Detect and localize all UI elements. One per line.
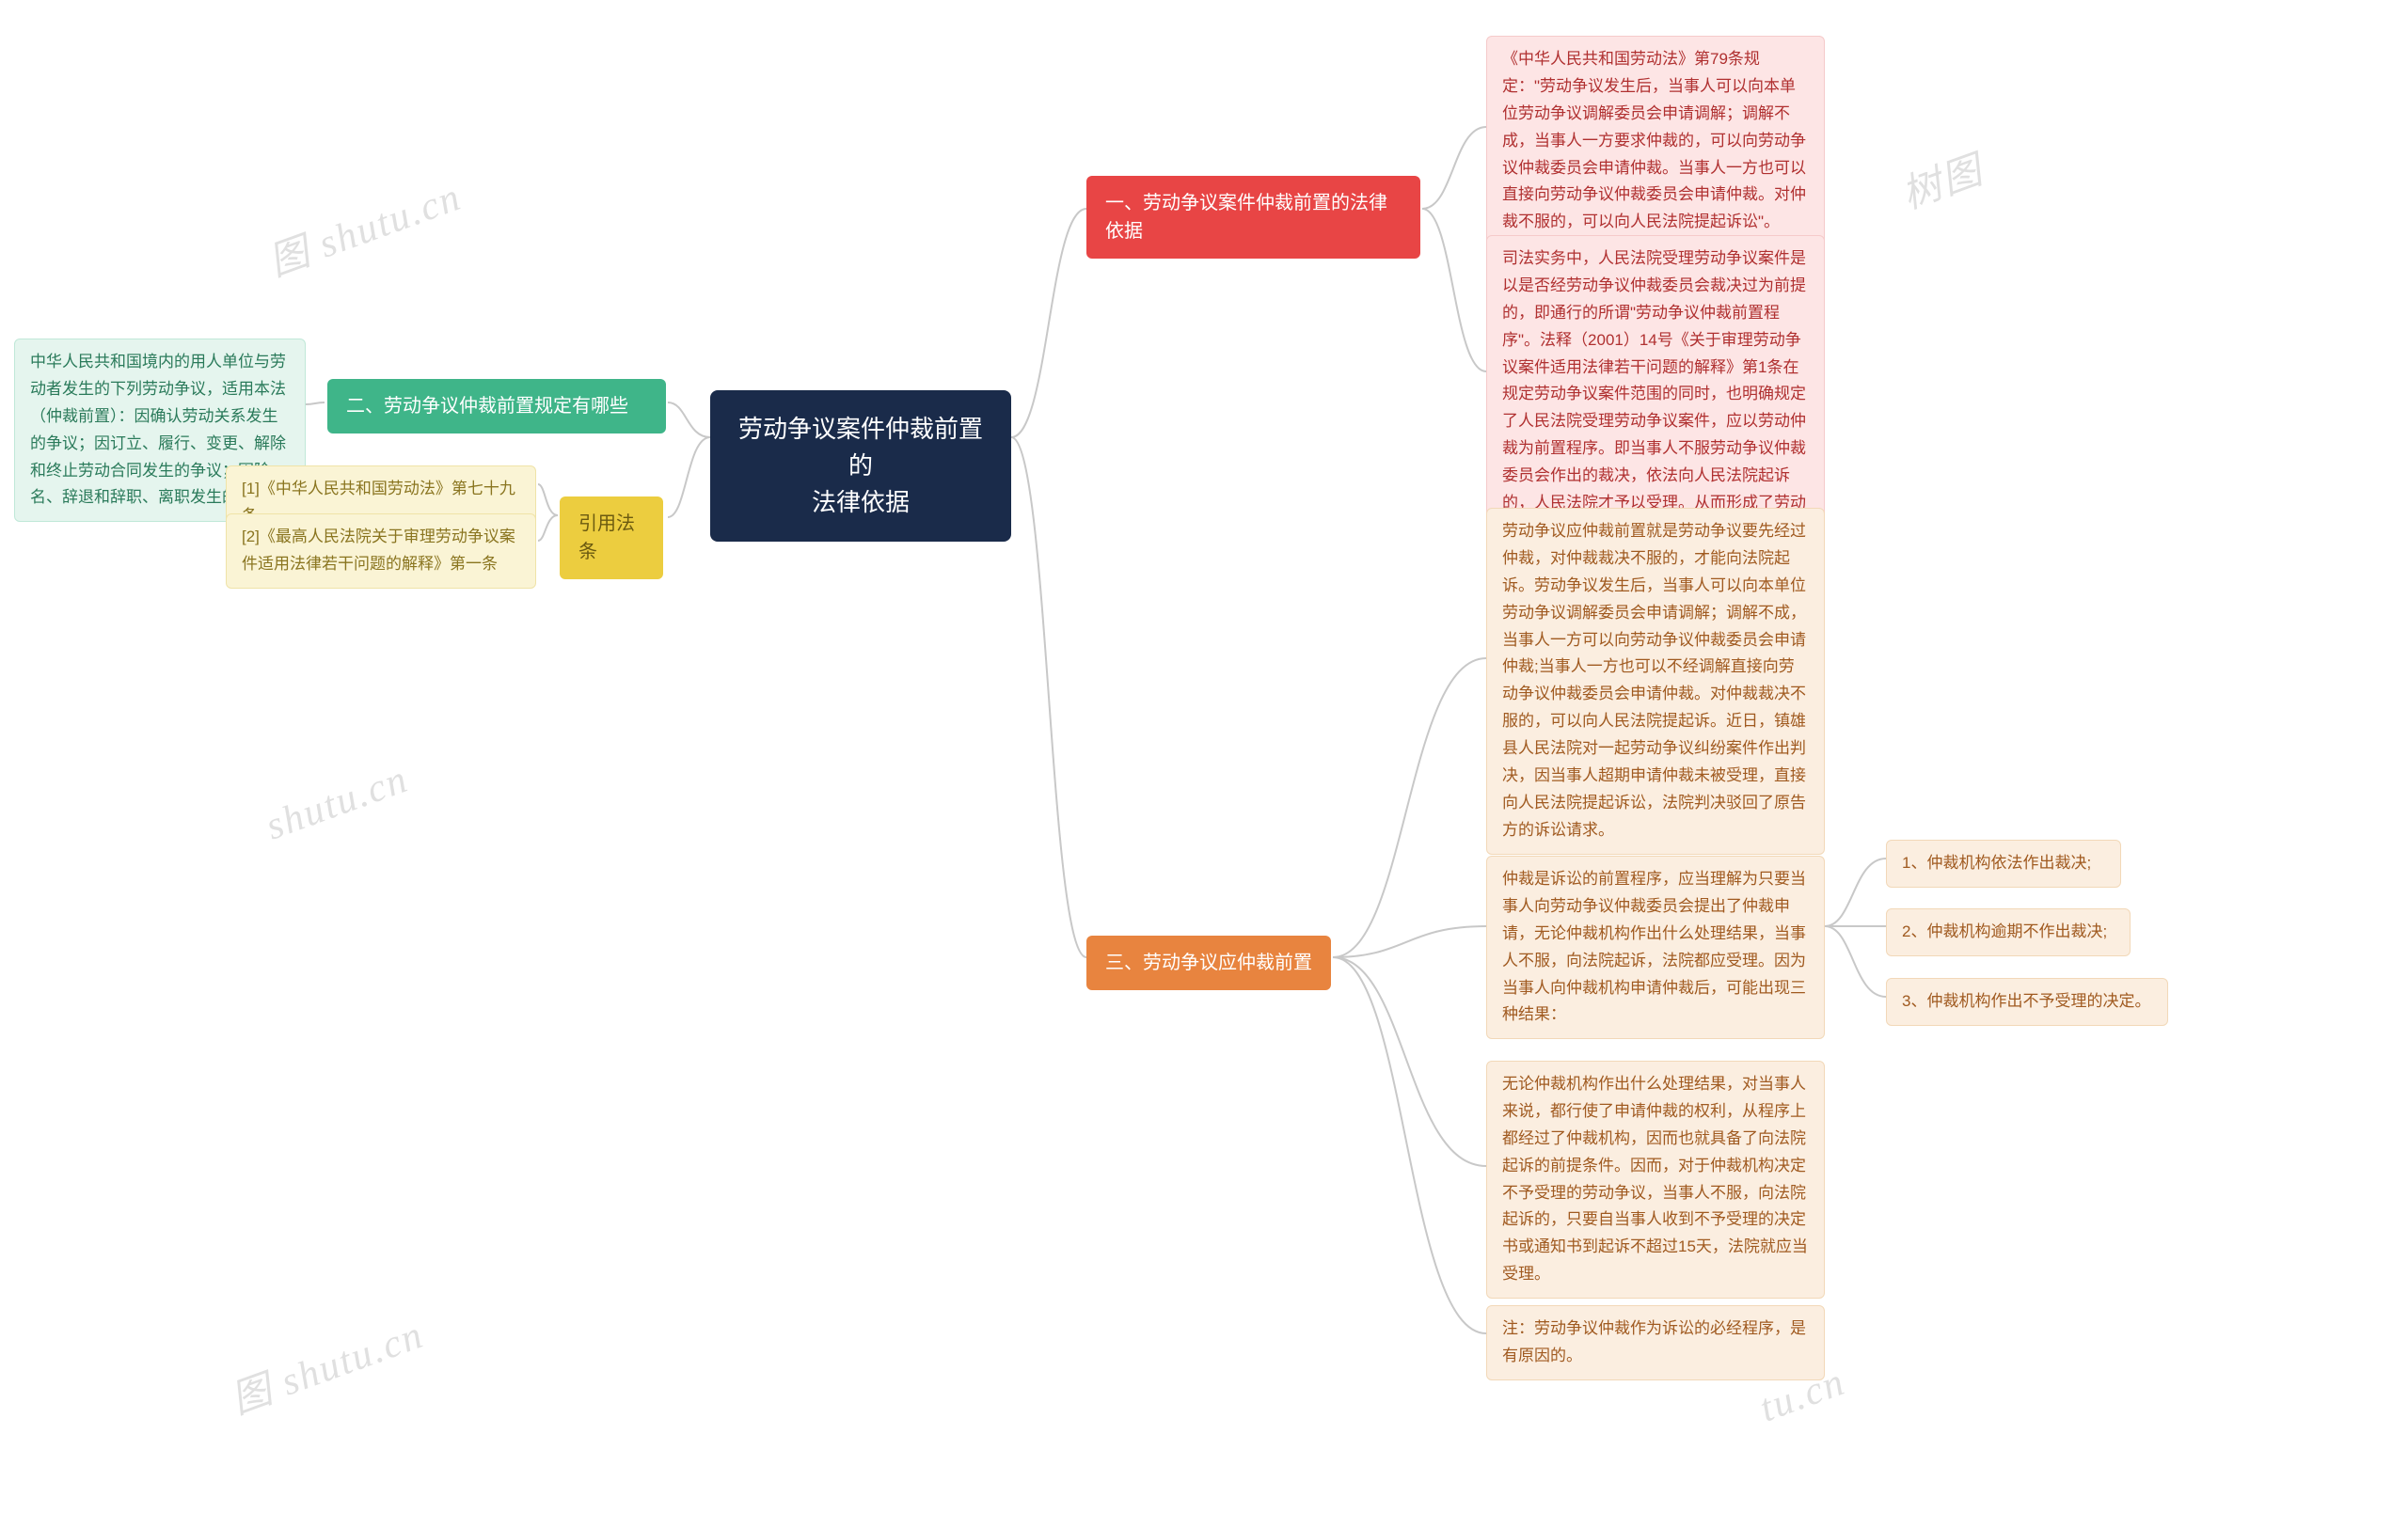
section-1-child-1: 司法实务中，人民法院受理劳动争议案件是以是否经劳动争议仲裁委员会裁决过为前提的，… [1486, 235, 1825, 555]
section-1: 一、劳动争议案件仲裁前置的法律 依据 [1086, 176, 1420, 259]
cite-child-1: [2]《最高人民法院关于审理劳动争议案件适用法律若干问题的解释》第一条 [226, 513, 536, 589]
root-line2: 法律依据 [812, 488, 910, 516]
section-1-line2: 依据 [1105, 221, 1143, 242]
section-3-child-1-sub-2: 3、仲裁机构作出不予受理的决定。 [1886, 978, 2168, 1026]
cite-section: 引用法条 [560, 496, 663, 579]
section-3-child-1-sub-0: 1、仲裁机构依法作出裁决; [1886, 840, 2121, 888]
root-node: 劳动争议案件仲裁前置的 法律依据 [710, 390, 1011, 542]
watermark: 图 shutu.cn [260, 165, 468, 287]
section-3-child-2: 无论仲裁机构作出什么处理结果，对当事人来说，都行使了申请仲裁的权利，从程序上都经… [1486, 1061, 1825, 1299]
section-3-child-1: 仲裁是诉讼的前置程序，应当理解为只要当事人向劳动争议仲裁委员会提出了仲裁申请，无… [1486, 856, 1825, 1039]
root-line1: 劳动争议案件仲裁前置的 [738, 415, 983, 480]
watermark: 图 shutu.cn [222, 1302, 431, 1425]
section-1-line1: 一、劳动争议案件仲裁前置的法律 [1105, 193, 1387, 213]
section-2: 二、劳动争议仲裁前置规定有哪些 [327, 379, 666, 433]
watermark: shutu.cn [261, 757, 415, 850]
section-3-child-3: 注：劳动争议仲裁作为诉讼的必经程序，是有原因的。 [1486, 1305, 1825, 1380]
watermark: 树图 [1893, 138, 1990, 220]
section-1-child-0: 《中华人民共和国劳动法》第79条规定："劳动争议发生后，当事人可以向本单位劳动争… [1486, 36, 1825, 246]
section-3-child-0: 劳动争议应仲裁前置就是劳动争议要先经过仲裁，对仲裁裁决不服的，才能向法院起诉。劳… [1486, 508, 1825, 855]
section-3: 三、劳动争议应仲裁前置 [1086, 936, 1331, 990]
section-3-child-1-sub-1: 2、仲裁机构逾期不作出裁决; [1886, 908, 2131, 956]
